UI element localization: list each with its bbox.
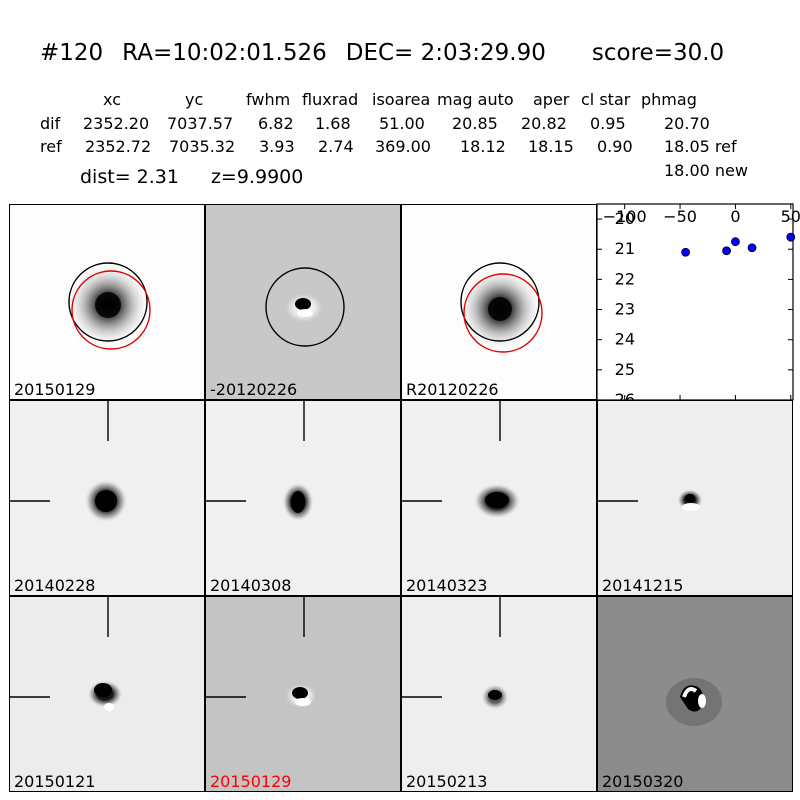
panel-label: 20150213	[406, 772, 488, 791]
x-tick-label: −50	[663, 207, 697, 226]
dif-isoarea: 51.00	[379, 114, 425, 133]
data-point	[681, 247, 690, 257]
y-tick-label: 24	[615, 330, 635, 349]
row-label-ref: ref	[40, 137, 62, 156]
y-tick-label: 23	[615, 300, 635, 319]
cutout-image	[10, 401, 128, 523]
cutout-panel-difference: -20120226	[205, 204, 401, 400]
header-title: #120 RA=10:02:01.526 DEC= 2:03:29.90 score=…	[40, 40, 743, 66]
score-value: score=30.0	[591, 40, 725, 66]
col-header-yc: yc	[185, 90, 204, 109]
ref-mag-auto: 18.12	[460, 137, 506, 156]
ra-value: RA=10:02:01.526	[122, 40, 327, 66]
new-phmag: 18.00 new	[664, 161, 748, 180]
panel-label: 20150121	[14, 772, 96, 791]
dist-value: dist= 2.31	[80, 166, 179, 188]
y-tick-label: 22	[615, 269, 635, 288]
dif-yc: 7037.57	[167, 114, 234, 133]
dif-fwhm: 6.82	[258, 114, 294, 133]
cutout-panel-epoch: 20140323	[401, 400, 597, 596]
y-tick-label: 25	[615, 360, 635, 379]
dif-aper: 20.82	[521, 114, 567, 133]
cutout-image	[66, 262, 151, 350]
ref-aper: 18.15	[528, 137, 574, 156]
cutout-image	[10, 597, 123, 711]
data-point	[786, 232, 796, 242]
ref-yc: 7035.32	[169, 137, 236, 156]
col-header-cl-star: cl star	[581, 90, 631, 109]
data-point	[722, 246, 731, 256]
cutout-panel-epoch: 20150121	[9, 596, 205, 792]
cutout-panel-epoch: 20140228	[9, 400, 205, 596]
cutout-panel-reference: R20120226	[401, 204, 597, 400]
x-tick-label: −100	[603, 207, 647, 226]
dec-value: DEC= 2:03:29.90	[345, 40, 546, 66]
reference-circle	[71, 270, 151, 350]
cutout-image	[206, 597, 316, 708]
dist-z-line: dist= 2.31 z=9.9900	[80, 166, 311, 188]
cutout-panel-new: 20150129	[9, 204, 205, 400]
dif-xc: 2352.20	[83, 114, 150, 133]
panel-label: -20120226	[210, 380, 298, 399]
col-header-mag-auto: mag auto	[437, 90, 514, 109]
x-tick-label: 0	[730, 207, 740, 226]
ref-xc: 2352.72	[85, 137, 152, 156]
col-header-fluxrad: fluxrad	[302, 90, 359, 109]
cutout-image	[402, 597, 509, 710]
cutout-panel-epoch: 20150129	[205, 596, 401, 792]
panel-label: 20140323	[406, 576, 488, 595]
col-header-isoarea: isoarea	[372, 90, 431, 109]
ref-fwhm: 3.93	[259, 137, 295, 156]
col-header-xc: xc	[103, 90, 121, 109]
y-tick-label: 21	[615, 239, 635, 258]
panel-label: 20141215	[602, 576, 684, 595]
row-label-dif: dif	[40, 114, 61, 133]
col-header-aper: aper	[533, 90, 570, 109]
reference-circle	[463, 273, 543, 353]
panel-label: 20150320	[602, 772, 684, 791]
cutout-panel-epoch: 20140308	[205, 400, 401, 596]
ref-fluxrad: 2.74	[318, 137, 354, 156]
col-header-phmag: phmag	[641, 90, 697, 109]
cutout-image	[265, 267, 345, 347]
dif-mag-auto: 20.85	[452, 114, 498, 133]
data-point	[747, 243, 757, 253]
col-header-fwhm: fwhm	[246, 90, 291, 109]
candidate-id: #120	[40, 40, 104, 66]
z-value: z=9.9900	[210, 166, 304, 188]
dif-cl-star: 0.95	[590, 114, 626, 133]
cutout-panel-epoch: 20150320	[597, 596, 793, 792]
panel-label: 20150129	[210, 772, 292, 791]
data-point	[731, 237, 740, 247]
detection-circle	[68, 262, 148, 342]
cutout-panel-epoch: 20150213	[401, 596, 597, 792]
cutout-image	[402, 401, 521, 519]
panel-label: R20120226	[406, 380, 499, 399]
ref-phmag: 18.05 ref	[664, 137, 737, 156]
x-tick-label: 50	[781, 207, 800, 226]
detection-circle	[265, 267, 345, 347]
panel-label: 20140228	[14, 576, 96, 595]
cutout-image	[458, 262, 543, 353]
panel-label: 20140308	[210, 576, 292, 595]
plot-frame	[596, 203, 794, 401]
dif-phmag: 20.70	[664, 114, 710, 133]
cutout-image	[206, 401, 314, 522]
cutout-image	[666, 678, 722, 726]
y-tick-label: 20	[615, 209, 635, 228]
ref-cl-star: 0.90	[597, 137, 633, 156]
ref-isoarea: 369.00	[375, 137, 431, 156]
cutout-panel-epoch: 20141215	[597, 400, 793, 596]
cutout-image	[598, 489, 703, 511]
dif-fluxrad: 1.68	[315, 114, 351, 133]
detection-circle	[460, 262, 540, 342]
panel-label: 20150129	[14, 380, 96, 399]
